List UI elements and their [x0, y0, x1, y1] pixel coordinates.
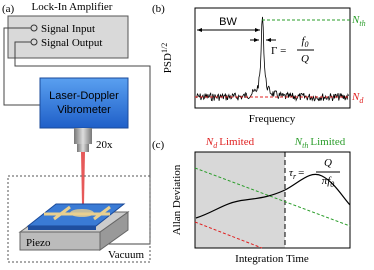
subscript: r	[293, 172, 297, 181]
y-axis-label: PSD1/2	[160, 43, 174, 73]
gamma-lhs: Γ =	[271, 45, 286, 57]
thermal-label: Nth	[351, 14, 366, 28]
objective	[74, 128, 92, 144]
gamma-den: Q	[301, 53, 309, 65]
lock-in-box	[7, 15, 129, 59]
arrowhead	[197, 28, 202, 32]
allan-curve	[195, 173, 351, 219]
chip-edge	[28, 226, 96, 230]
symbol: τ	[289, 167, 294, 179]
tau-num: Q	[324, 157, 332, 169]
piezo-label: Piezo	[26, 237, 51, 249]
objective-label: 20x	[96, 139, 113, 151]
subscript: d	[213, 141, 218, 150]
label: PSD	[162, 53, 174, 73]
signal-input: Signal Input	[41, 23, 95, 35]
tau-den: πf0	[322, 175, 335, 189]
bw-label: BW	[219, 16, 237, 28]
vibrometer-label: Laser-Doppler	[49, 90, 119, 102]
symbol: f	[301, 35, 306, 47]
wire-input	[3, 27, 40, 106]
signal-output: Signal Output	[41, 37, 102, 49]
arrowhead	[266, 38, 271, 42]
superscript: 1/2	[160, 43, 169, 53]
arrowhead	[255, 28, 260, 32]
vacuum-label: Vacuum	[108, 249, 144, 261]
vibrometer-label: Vibrometer	[57, 104, 111, 116]
x-axis-label: Frequency	[249, 113, 296, 125]
resonator	[70, 209, 94, 217]
detector-label: Nd	[351, 91, 364, 105]
plot-frame	[194, 7, 351, 109]
x-axis-label: Integration Time	[235, 253, 309, 265]
tau-lhs: τr =	[289, 167, 304, 181]
arrowhead	[254, 38, 259, 42]
vacuum-box	[7, 175, 151, 263]
label: Limited	[310, 136, 345, 148]
subscript: d	[359, 96, 364, 105]
detector-limited: Nd Limited	[205, 136, 255, 150]
symbol: N	[351, 14, 360, 26]
equals: =	[298, 167, 304, 179]
plot-frame	[194, 151, 351, 249]
laser-beam	[81, 152, 85, 205]
detector-region	[195, 152, 285, 248]
subscript: 0	[305, 40, 309, 49]
panel-label: (b)	[152, 3, 165, 15]
objective-tip	[77, 144, 89, 152]
symbol: N	[351, 91, 360, 103]
wire-output	[14, 41, 151, 245]
y-axis-label: Allan Deviation	[171, 164, 183, 235]
vibrometer-box	[39, 77, 129, 129]
symbol: N	[294, 136, 303, 148]
thermal-trend	[194, 167, 351, 227]
symbol: f	[327, 175, 332, 187]
string	[53, 205, 71, 221]
subscript: th	[302, 141, 308, 150]
panel-label: (a)	[2, 3, 15, 15]
thermal-limited: Nth Limited	[294, 136, 346, 150]
subscript: th	[359, 19, 365, 28]
gamma-num: f0	[301, 35, 308, 49]
symbol: N	[205, 136, 214, 148]
lock-in-title: Lock-In Amplifier	[32, 1, 113, 13]
label: Limited	[219, 136, 254, 148]
detector-trend	[194, 221, 263, 249]
subscript: 0	[330, 180, 334, 189]
string	[93, 205, 111, 221]
panel-label: (c)	[152, 139, 165, 151]
symbol: π	[322, 175, 328, 187]
